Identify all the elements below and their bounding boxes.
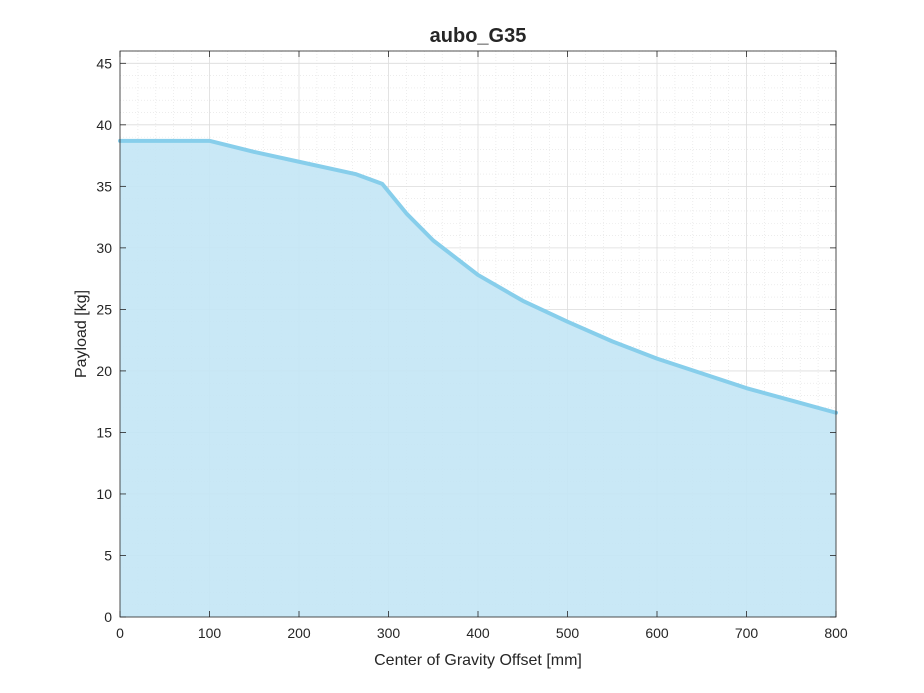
x-tick-label: 600 — [645, 625, 669, 641]
x-axis-label: Center of Gravity Offset [mm] — [374, 652, 582, 669]
y-tick-label: 45 — [96, 55, 112, 71]
payload-line — [118, 138, 838, 415]
y-axis-ticks: 0 5 10 15 20 25 30 35 40 45 — [96, 55, 836, 625]
x-tick-label: 500 — [556, 625, 580, 641]
y-axis-label: Payload [kg] — [73, 290, 90, 378]
y-tick-label: 30 — [96, 240, 112, 256]
y-tick-label: 15 — [96, 424, 112, 440]
x-tick-label: 300 — [377, 625, 401, 641]
x-tick-label: 400 — [466, 625, 490, 641]
chart-title: aubo_G35 — [430, 25, 527, 47]
x-tick-label: 100 — [198, 625, 222, 641]
x-axis-ticks: 0 100 200 300 400 500 600 700 800 — [116, 51, 848, 641]
y-tick-label: 20 — [96, 363, 112, 379]
y-tick-label: 10 — [96, 486, 112, 502]
y-tick-label: 35 — [96, 178, 112, 194]
x-tick-label: 700 — [735, 625, 759, 641]
y-tick-label: 5 — [104, 547, 112, 563]
y-tick-label: 25 — [96, 301, 112, 317]
y-tick-label: 40 — [96, 117, 112, 133]
x-tick-label: 200 — [287, 625, 311, 641]
x-tick-label: 800 — [824, 625, 848, 641]
x-tick-label: 0 — [116, 625, 124, 641]
payload-area — [120, 140, 836, 617]
y-tick-label: 0 — [104, 609, 112, 625]
